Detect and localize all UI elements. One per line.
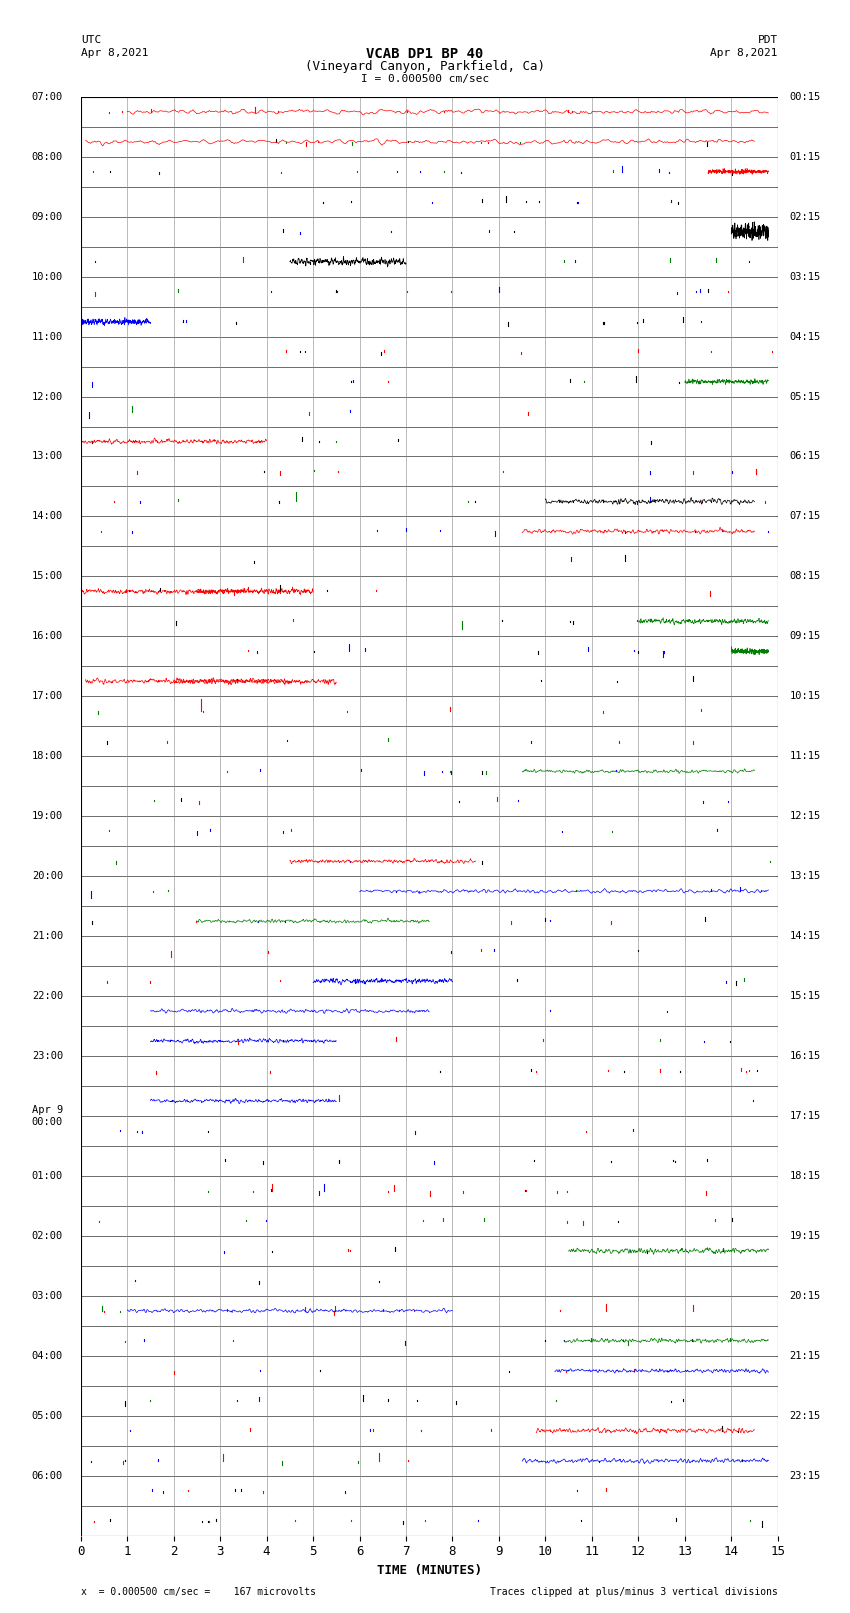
Text: 10:00: 10:00 <box>31 271 63 282</box>
Text: 13:00: 13:00 <box>31 452 63 461</box>
Text: 12:15: 12:15 <box>790 811 820 821</box>
Text: (Vineyard Canyon, Parkfield, Ca): (Vineyard Canyon, Parkfield, Ca) <box>305 60 545 73</box>
Text: 09:00: 09:00 <box>31 211 63 221</box>
Text: I = 0.000500 cm/sec: I = 0.000500 cm/sec <box>361 74 489 84</box>
Text: 04:15: 04:15 <box>790 332 820 342</box>
Text: 01:00: 01:00 <box>31 1171 63 1181</box>
Text: 15:15: 15:15 <box>790 990 820 1002</box>
Text: 04:00: 04:00 <box>31 1350 63 1361</box>
Text: 20:00: 20:00 <box>31 871 63 881</box>
Text: Apr 9
00:00: Apr 9 00:00 <box>31 1105 63 1127</box>
Text: 23:15: 23:15 <box>790 1471 820 1481</box>
Text: VCAB DP1 BP 40: VCAB DP1 BP 40 <box>366 47 484 61</box>
Text: 03:00: 03:00 <box>31 1290 63 1300</box>
Text: Apr 8,2021: Apr 8,2021 <box>81 48 148 58</box>
Text: 14:00: 14:00 <box>31 511 63 521</box>
Text: 22:00: 22:00 <box>31 990 63 1002</box>
Text: 18:15: 18:15 <box>790 1171 820 1181</box>
Text: 08:00: 08:00 <box>31 152 63 161</box>
Text: 10:15: 10:15 <box>790 692 820 702</box>
Text: 11:00: 11:00 <box>31 332 63 342</box>
Text: 02:15: 02:15 <box>790 211 820 221</box>
Text: 22:15: 22:15 <box>790 1411 820 1421</box>
Text: 16:00: 16:00 <box>31 631 63 642</box>
Text: 09:15: 09:15 <box>790 631 820 642</box>
Text: Traces clipped at plus/minus 3 vertical divisions: Traces clipped at plus/minus 3 vertical … <box>490 1587 778 1597</box>
Text: 07:15: 07:15 <box>790 511 820 521</box>
Text: 20:15: 20:15 <box>790 1290 820 1300</box>
Text: 19:00: 19:00 <box>31 811 63 821</box>
Text: 08:15: 08:15 <box>790 571 820 581</box>
Text: 17:00: 17:00 <box>31 692 63 702</box>
Text: 03:15: 03:15 <box>790 271 820 282</box>
Text: 11:15: 11:15 <box>790 752 820 761</box>
Text: Apr 8,2021: Apr 8,2021 <box>711 48 778 58</box>
Text: 16:15: 16:15 <box>790 1052 820 1061</box>
Text: 17:15: 17:15 <box>790 1111 820 1121</box>
Text: 07:00: 07:00 <box>31 92 63 102</box>
Text: 14:15: 14:15 <box>790 931 820 940</box>
Text: x  = 0.000500 cm/sec =    167 microvolts: x = 0.000500 cm/sec = 167 microvolts <box>81 1587 315 1597</box>
Text: 06:00: 06:00 <box>31 1471 63 1481</box>
Text: 23:00: 23:00 <box>31 1052 63 1061</box>
Text: 06:15: 06:15 <box>790 452 820 461</box>
Text: 02:00: 02:00 <box>31 1231 63 1240</box>
Text: 12:00: 12:00 <box>31 392 63 402</box>
Text: 00:15: 00:15 <box>790 92 820 102</box>
X-axis label: TIME (MINUTES): TIME (MINUTES) <box>377 1565 482 1578</box>
Text: 18:00: 18:00 <box>31 752 63 761</box>
Text: 01:15: 01:15 <box>790 152 820 161</box>
Text: 13:15: 13:15 <box>790 871 820 881</box>
Text: 05:00: 05:00 <box>31 1411 63 1421</box>
Text: 05:15: 05:15 <box>790 392 820 402</box>
Text: PDT: PDT <box>757 35 778 45</box>
Text: 19:15: 19:15 <box>790 1231 820 1240</box>
Text: 21:00: 21:00 <box>31 931 63 940</box>
Text: 15:00: 15:00 <box>31 571 63 581</box>
Text: UTC: UTC <box>81 35 101 45</box>
Text: 21:15: 21:15 <box>790 1350 820 1361</box>
